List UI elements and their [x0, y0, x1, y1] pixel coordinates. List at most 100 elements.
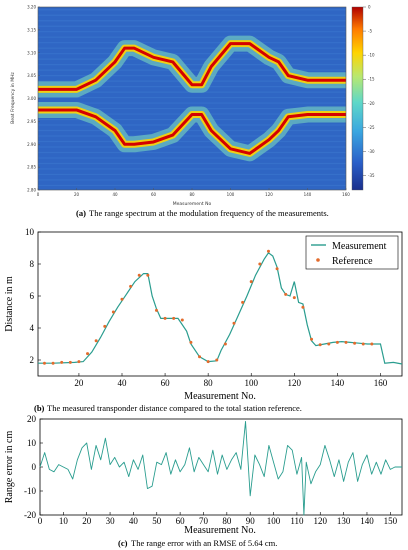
- error-series: [39, 420, 402, 516]
- reference-point: [51, 361, 55, 365]
- error-xtick-label: 20: [82, 516, 92, 526]
- heatmap-ytick-label: 3.10: [27, 50, 36, 55]
- reference-point: [120, 297, 124, 301]
- error-xtick-label: 30: [106, 516, 116, 526]
- error-ytick-label: 0: [32, 462, 37, 472]
- error-xtick-label: 150: [384, 516, 398, 526]
- distance-line-chart: 20 40 60 80 100 120 140 160 10 8 6 4 2 Measurement R…: [4, 227, 403, 413]
- reference-point: [327, 342, 331, 346]
- error-line: [39, 420, 402, 516]
- error-axes: 0 10 20 30 40 50 60 70 80 90 100 110 120 130 140 150201…: [24, 414, 398, 526]
- reference-point: [198, 355, 202, 359]
- distance-ytick-label: 2: [30, 355, 35, 365]
- error-xtick-label: 40: [129, 516, 139, 526]
- reference-point: [180, 318, 184, 322]
- colorbar-tick-label: -20: [368, 101, 375, 106]
- error-ytick-label: 20: [27, 414, 37, 424]
- heatmap-xtick-label: 140: [304, 192, 312, 197]
- error-xtick-label: 50: [152, 516, 162, 526]
- reference-point: [103, 324, 107, 328]
- distance-xtick-label: 140: [331, 378, 345, 388]
- legend-measurement-label: Measurement: [332, 241, 387, 252]
- distance-ytick-label: 8: [30, 259, 35, 269]
- reference-point: [60, 360, 64, 364]
- error-ytick-label: 10: [27, 438, 37, 448]
- heatmap-ytick-label: 3.15: [27, 27, 36, 32]
- caption-a: The range spectrum at the modulation fre…: [89, 208, 329, 218]
- heatmap-background: [38, 7, 346, 190]
- reference-point: [275, 267, 279, 271]
- reference-point: [206, 360, 210, 364]
- error-xtick-label: 120: [314, 516, 328, 526]
- reference-point: [266, 249, 270, 253]
- range-error-chart: 0 10 20 30 40 50 60 70 80 90 100 110 120 130 140 150201…: [4, 414, 403, 548]
- reference-point: [137, 273, 141, 277]
- reference-point: [68, 360, 72, 364]
- reference-point: [292, 296, 296, 300]
- reference-point: [310, 337, 314, 341]
- colorbar-tick-label: -30: [368, 149, 375, 154]
- reference-point: [94, 339, 98, 343]
- distance-series: [38, 249, 403, 365]
- heatmap-ytick-label: 3.05: [27, 73, 36, 78]
- colorbar-tick-label: -25: [368, 125, 375, 130]
- colorbar-tick-label: -15: [368, 77, 375, 82]
- error-xtick-label: 100: [267, 516, 281, 526]
- error-ytick-label: -20: [24, 510, 36, 520]
- reference-point: [215, 358, 219, 362]
- measurement-line: [38, 251, 403, 365]
- distance-xtick-label: 60: [161, 378, 171, 388]
- distance-axes: 20 40 60 80 100 120 140 160 10 8 6 4 2: [25, 227, 388, 388]
- heatmap-ylabel: Beat Frequency in MHz: [10, 72, 16, 124]
- error-xtick-label: 60: [176, 516, 186, 526]
- legend-reference-swatch: [316, 258, 320, 262]
- reference-point: [42, 361, 46, 365]
- error-ytick-label: -10: [24, 486, 36, 496]
- reference-point: [172, 316, 176, 320]
- error-xtick-label: 0: [38, 516, 43, 526]
- reference-point: [318, 343, 322, 347]
- error-xlabel: Measurement No.: [184, 525, 256, 536]
- colorbar-tick-label: -35: [368, 173, 375, 178]
- reference-point: [146, 273, 150, 277]
- legend-box: [305, 235, 399, 270]
- heatmap-ytick-label: 3.00: [27, 96, 36, 101]
- reference-point: [86, 352, 90, 356]
- colorbar-ticks: 0 -5 -10 -15 -20 -25 -30 -35: [363, 5, 375, 178]
- reference-point: [361, 342, 365, 346]
- heatmap-xlabel: Measurement No: [173, 201, 212, 207]
- legend-reference-label: Reference: [332, 256, 373, 267]
- caption-c-label: (c): [118, 538, 128, 548]
- error-xtick-label: 80: [222, 516, 232, 526]
- reference-point: [232, 321, 236, 325]
- distance-xtick-label: 100: [244, 378, 258, 388]
- heatmap-bands: [38, 9, 346, 187]
- heatmap-ytick-label: 2.95: [27, 119, 36, 124]
- heatmap-ytick-label: 2.80: [27, 188, 36, 193]
- heatmap-xtick-label: 80: [189, 192, 195, 197]
- legend: Measurement Reference: [305, 235, 399, 270]
- colorbar: [351, 6, 364, 191]
- heatmap-ytick-label: 3.20: [27, 5, 36, 10]
- reference-point: [189, 340, 193, 344]
- heatmap-xtick-label: 40: [112, 192, 118, 197]
- error-xtick-label: 130: [337, 516, 351, 526]
- distance-ytick-label: 6: [30, 291, 35, 301]
- reference-point: [301, 305, 305, 309]
- error-xtick-label: 70: [199, 516, 209, 526]
- distance-ytick-label: 10: [25, 227, 35, 237]
- distance-ytick-label: 4: [30, 323, 35, 333]
- reference-point: [129, 284, 133, 288]
- heatmap-xtick-label: 20: [74, 192, 80, 197]
- error-xtick-label: 10: [59, 516, 69, 526]
- reference-point: [353, 341, 357, 345]
- error-xtick-label: 140: [360, 516, 374, 526]
- heatmap-xtick-label: 0: [37, 192, 40, 197]
- caption-c: The range error with an RMSE of 5.64 cm.: [131, 538, 277, 548]
- reference-point: [154, 308, 158, 312]
- colorbar-tick-label: -10: [368, 53, 375, 58]
- error-xtick-label: 110: [290, 516, 304, 526]
- distance-xtick-label: 80: [204, 378, 214, 388]
- distance-xlabel: Measurement No.: [184, 391, 256, 402]
- heatmap-xtick-label: 60: [151, 192, 157, 197]
